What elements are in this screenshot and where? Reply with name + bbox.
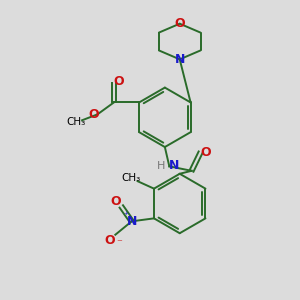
Text: O: O <box>174 17 185 30</box>
Text: CH₃: CH₃ <box>122 172 141 183</box>
Text: H: H <box>157 161 165 171</box>
Text: N: N <box>169 159 179 172</box>
Text: ⁺: ⁺ <box>124 211 129 221</box>
Text: O: O <box>111 195 121 208</box>
Text: O: O <box>88 108 99 121</box>
Text: N: N <box>175 53 185 66</box>
Text: O: O <box>113 75 124 88</box>
Text: O: O <box>105 234 115 247</box>
Text: O: O <box>201 146 211 159</box>
Text: CH₃: CH₃ <box>66 117 85 127</box>
Text: ⁻: ⁻ <box>116 238 122 248</box>
Text: N: N <box>127 215 137 228</box>
